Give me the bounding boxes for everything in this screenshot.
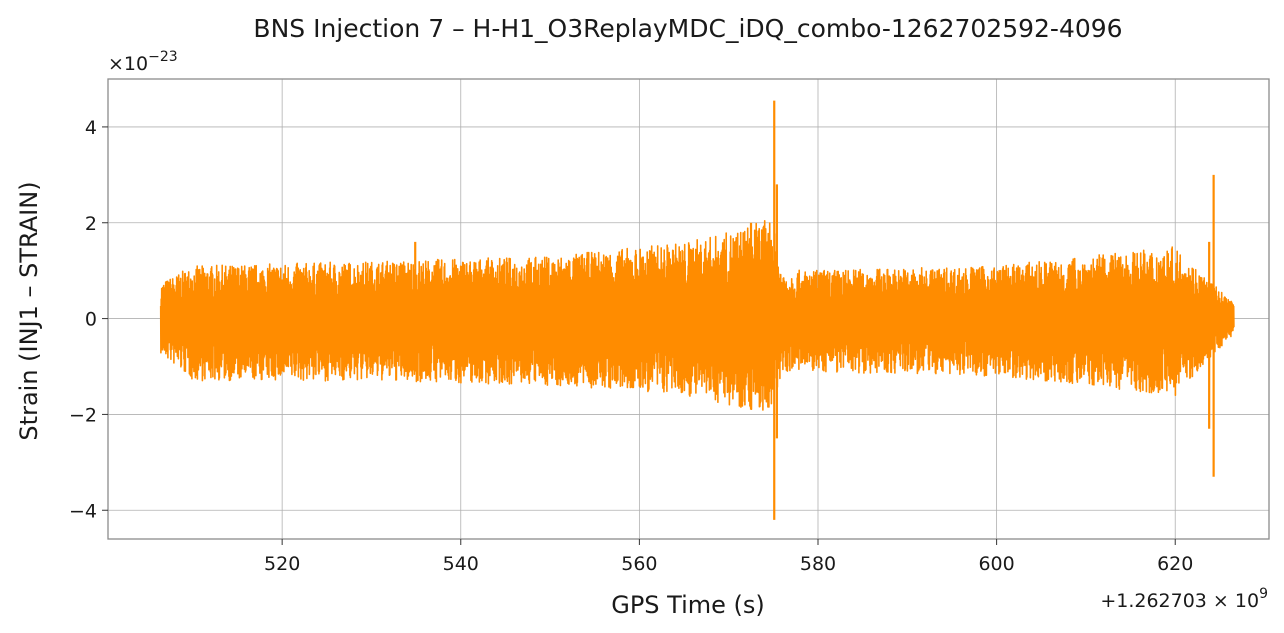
y-axis-label: Strain (INJ1 – STRAIN) <box>15 181 43 440</box>
y-scale-text: ×10−23 <box>108 49 178 75</box>
x-tick-label: 560 <box>621 553 657 575</box>
y-tick-label: 0 <box>85 309 97 331</box>
plot-area <box>159 100 1235 520</box>
x-offset-exponent: 9 <box>1259 586 1268 602</box>
chart-title: BNS Injection 7 – H-H1_O3ReplayMDC_iDQ_c… <box>253 14 1122 43</box>
y-tick-label: 4 <box>85 117 97 139</box>
y-scale-exponent: −23 <box>148 49 178 65</box>
y-tick-label: −2 <box>69 404 97 426</box>
y-tick-label: 2 <box>85 213 97 235</box>
y-tick-label: −4 <box>69 500 97 522</box>
x-ticks: 520 540 560 580 600 620 <box>264 539 1193 575</box>
y-ticks: −4 −2 0 2 4 <box>69 117 108 522</box>
x-tick-label: 600 <box>978 553 1014 575</box>
axes-frame <box>107 78 1270 540</box>
x-tick-label: 540 <box>443 553 479 575</box>
x-axis-label: GPS Time (s) <box>611 591 765 619</box>
x-tick-label: 620 <box>1157 553 1193 575</box>
x-tick-label: 580 <box>800 553 836 575</box>
x-tick-label: 520 <box>264 553 300 575</box>
x-offset-text: +1.262703 × 109 <box>1100 586 1268 612</box>
strain-series-line <box>159 220 1235 411</box>
